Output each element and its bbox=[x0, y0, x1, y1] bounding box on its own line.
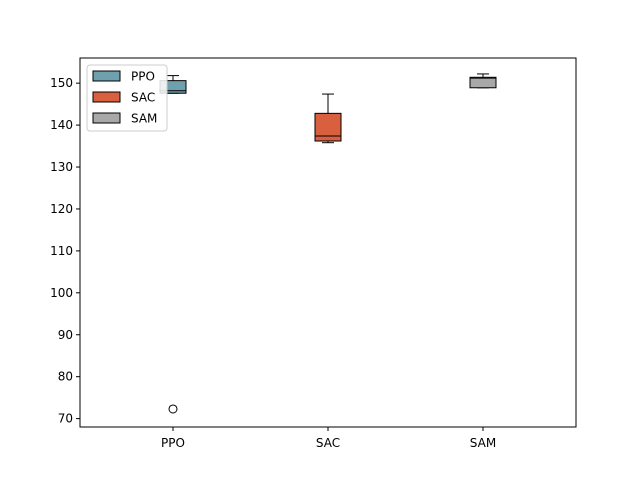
y-tick-label: 110 bbox=[50, 244, 73, 258]
box-sam bbox=[469, 73, 497, 89]
y-tick-label: 70 bbox=[58, 412, 73, 426]
y-tick-label: 140 bbox=[50, 118, 73, 132]
legend-label: SAM bbox=[131, 112, 157, 126]
legend-swatch bbox=[92, 112, 121, 124]
y-tick-label: 80 bbox=[58, 370, 73, 384]
outlier-point bbox=[168, 404, 178, 414]
y-tick-label: 90 bbox=[58, 328, 73, 342]
x-tick-label: SAC bbox=[316, 436, 340, 450]
legend: PPO SAC SAM bbox=[86, 64, 168, 132]
legend-label: SAC bbox=[131, 91, 155, 105]
legend-swatch bbox=[92, 91, 121, 103]
y-tick-label: 120 bbox=[50, 202, 73, 216]
y-axis: 70 80 90 100 110 120 130 140 150 bbox=[50, 76, 80, 426]
y-tick-label: 100 bbox=[50, 286, 73, 300]
x-axis: PPO SAC SAM bbox=[161, 427, 496, 450]
box-sac bbox=[314, 93, 342, 144]
box-iqr bbox=[469, 76, 497, 89]
x-tick-label: PPO bbox=[161, 436, 185, 450]
box-iqr bbox=[314, 112, 342, 142]
legend-swatch bbox=[92, 70, 121, 82]
plot-layer bbox=[159, 73, 497, 414]
legend-label: PPO bbox=[131, 70, 155, 84]
y-tick-label: 150 bbox=[50, 76, 73, 90]
y-tick-label: 130 bbox=[50, 160, 73, 174]
x-tick-label: SAM bbox=[470, 436, 496, 450]
